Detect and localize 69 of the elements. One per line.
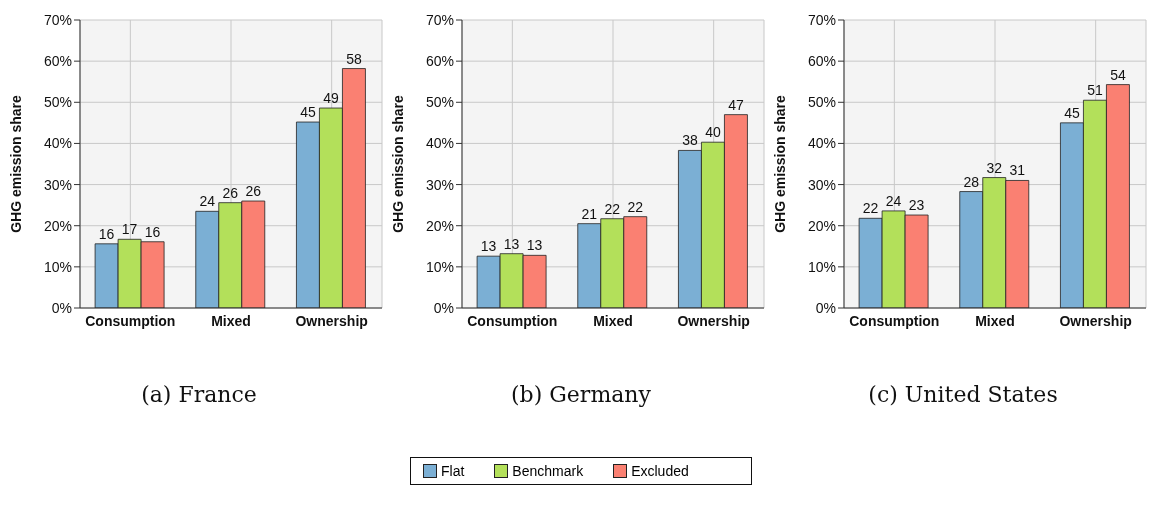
y-tick-label: 20%: [807, 217, 836, 234]
data-label: 54: [1110, 66, 1126, 83]
y-tick-label: 40%: [425, 135, 454, 152]
y-tick-label: 70%: [425, 11, 454, 28]
y-tick-label: 0%: [51, 299, 72, 316]
y-tick-label: 60%: [425, 53, 454, 70]
data-label: 24: [885, 192, 902, 209]
text: (c) United States: [868, 382, 1058, 407]
y-tick-label: 40%: [807, 135, 836, 152]
x-tick-label: Mixed: [593, 312, 633, 329]
data-label: 58: [346, 50, 362, 67]
y-tick-label: 10%: [43, 258, 72, 275]
data-label: 26: [245, 183, 262, 200]
data-label: 24: [199, 193, 216, 210]
y-tick-label: 50%: [43, 94, 72, 111]
x-tick-label: Mixed: [211, 312, 251, 329]
text: (b) Germany: [511, 382, 651, 407]
y-axis-title: GHG emission share: [771, 94, 788, 233]
data-label: 13: [526, 237, 543, 254]
y-tick-label: 60%: [43, 53, 72, 70]
data-label: 28: [963, 173, 980, 190]
y-tick-label: 0%: [815, 299, 836, 316]
y-tick-label: 70%: [43, 11, 72, 28]
data-label: 22: [627, 198, 644, 215]
y-axis-title: GHG emission share: [389, 94, 406, 233]
x-tick-label: Ownership: [1059, 312, 1132, 329]
legend-label: Benchmark: [511, 463, 584, 479]
y-tick-label: 10%: [425, 258, 454, 275]
data-label: 51: [1087, 82, 1103, 99]
text: (a) France: [141, 382, 257, 407]
data-label: 21: [581, 205, 598, 222]
data-label: 40: [705, 124, 721, 141]
data-label: 38: [682, 132, 698, 149]
y-tick-label: 50%: [425, 94, 454, 111]
data-label: 16: [144, 223, 161, 240]
data-label: 13: [503, 235, 520, 252]
x-tick-label: Ownership: [677, 312, 750, 329]
data-label: 26: [222, 184, 239, 201]
y-tick-label: 30%: [807, 176, 836, 193]
y-tick-label: 30%: [43, 176, 72, 193]
data-label: 23: [908, 197, 925, 214]
x-tick-label: Mixed: [975, 312, 1015, 329]
y-tick-label: 60%: [807, 53, 836, 70]
y-tick-label: 0%: [433, 299, 454, 316]
legend-label: Flat: [440, 463, 465, 479]
data-label: 47: [728, 96, 744, 113]
data-label: 17: [121, 221, 138, 238]
data-label: 22: [862, 200, 879, 217]
y-tick-label: 40%: [43, 135, 72, 152]
x-tick-label: Consumption: [849, 312, 940, 329]
data-label: 22: [604, 200, 621, 217]
y-tick-label: 30%: [425, 176, 454, 193]
data-label: 13: [480, 238, 497, 255]
x-tick-label: Ownership: [295, 312, 368, 329]
y-tick-label: 10%: [807, 258, 836, 275]
y-tick-label: 20%: [43, 217, 72, 234]
x-tick-label: Consumption: [467, 312, 558, 329]
data-label: 45: [1064, 104, 1080, 121]
data-label: 49: [323, 90, 339, 107]
data-label: 45: [300, 104, 316, 121]
y-tick-label: 50%: [807, 94, 836, 111]
legend-label: Excluded: [630, 463, 689, 479]
x-tick-label: Consumption: [85, 312, 176, 329]
y-tick-label: 70%: [807, 11, 836, 28]
data-label: 32: [986, 159, 1003, 176]
data-label: 31: [1009, 162, 1026, 179]
y-axis-title: GHG emission share: [7, 94, 24, 233]
y-tick-label: 20%: [425, 217, 454, 234]
data-label: 16: [98, 225, 115, 242]
